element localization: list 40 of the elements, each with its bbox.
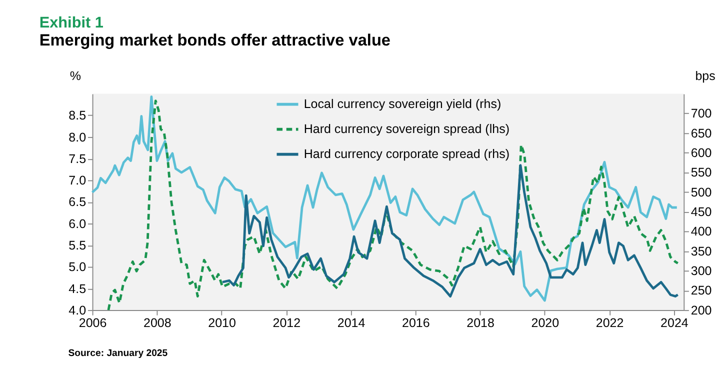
y2-tick-label: 250 (690, 284, 712, 298)
y2-tick-label: 550 (690, 166, 712, 180)
x-tick-label: 2008 (144, 316, 172, 330)
y-tick-label: 4.5 (68, 282, 86, 296)
y2-tick-label: 450 (690, 205, 712, 220)
x-tick-label: 2022 (596, 316, 624, 330)
y-tick-label: 7.5 (68, 152, 86, 166)
y-tick-label: 7.0 (68, 174, 86, 188)
x-tick-label: 2020 (531, 316, 560, 330)
chart-title: Exhibit 1 (39, 14, 104, 32)
x-tick-label: 2014 (337, 316, 366, 330)
y-tick-label: 6.0 (68, 216, 86, 231)
x-tick-label: 2018 (466, 316, 495, 330)
source-note: Source: January 2025 (68, 348, 168, 360)
y-tick-label: 5.0 (68, 260, 86, 274)
y2-tick-label: 650 (690, 126, 712, 140)
line-series (221, 164, 680, 298)
y-tick-label: 8.5 (68, 108, 86, 123)
y2-tick-label: 500 (690, 185, 712, 200)
legend-label: Local currency sovereign yield (rhs) (304, 97, 502, 112)
x-tick-label: 2010 (208, 316, 236, 330)
x-tick-label: 2024 (660, 316, 688, 330)
y2-tick-label: 300 (690, 264, 712, 278)
chart-subtitle: Emerging market bonds offer attractive value (39, 32, 391, 50)
y2-tick-label: 600 (690, 146, 712, 160)
y-axis-title: % (70, 68, 82, 83)
legend-label: Hard currency sovereign spread (lhs) (304, 122, 510, 136)
x-tick-label: 2006 (78, 316, 107, 330)
legend-label: Hard currency corporate spread (rhs) (304, 147, 510, 162)
y-tick-label: 6.5 (68, 195, 86, 210)
y-tick-label: 8.0 (68, 130, 86, 144)
y2-axis-title: bps (695, 68, 716, 83)
y2-tick-label: 350 (690, 244, 712, 258)
y2-tick-label: 400 (690, 224, 712, 239)
y-tick-label: 5.5 (68, 238, 86, 252)
y2-tick-label: 200 (690, 303, 712, 318)
y2-tick-label: 700 (690, 106, 712, 121)
x-tick-label: 2012 (272, 316, 301, 330)
y-tick-label: 4.0 (68, 303, 86, 318)
x-tick-label: 2016 (402, 316, 430, 330)
